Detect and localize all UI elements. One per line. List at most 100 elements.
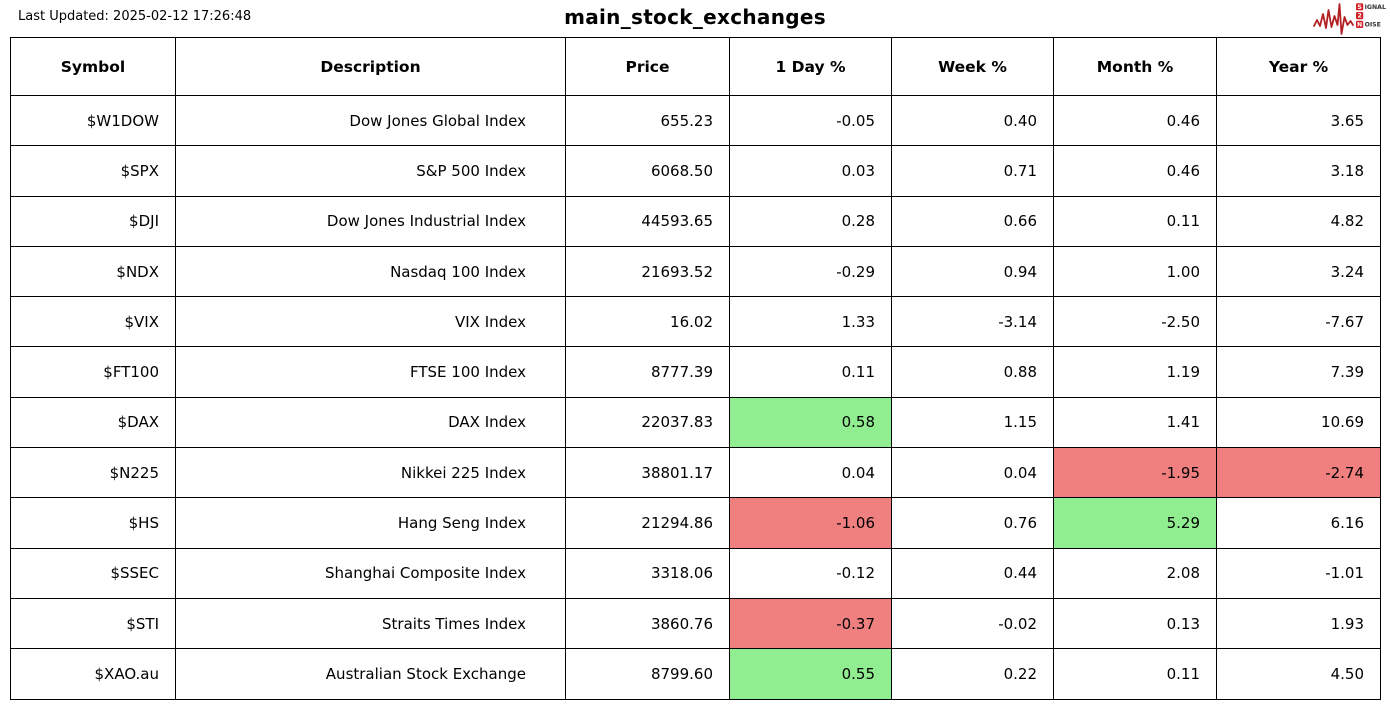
svg-text:OISE: OISE [1365, 22, 1381, 29]
cell-symbol: $STI [10, 597, 176, 650]
cell-year: 6.16 [1216, 497, 1381, 549]
cell-week: 0.76 [891, 497, 1054, 549]
cell-day: 0.11 [729, 346, 892, 398]
cell-month: 0.46 [1053, 94, 1217, 147]
cell-description: Straits Times Index [175, 597, 566, 650]
table-row: $NDX Nasdaq 100 Index 21693.52 -0.29 0.94 1.0… [10, 245, 1381, 298]
cell-description: VIX Index [175, 296, 566, 348]
cell-symbol: $VIX [10, 296, 176, 348]
cell-price: 8777.39 [565, 346, 730, 398]
svg-text:2: 2 [1357, 13, 1361, 20]
cell-week: 0.44 [891, 547, 1054, 599]
cell-month: 0.13 [1053, 597, 1217, 650]
cell-week: 0.71 [891, 145, 1054, 197]
cell-description: Shanghai Composite Index [175, 547, 566, 599]
cell-day: 0.58 [729, 396, 892, 449]
cell-symbol: $FT100 [10, 346, 176, 398]
cell-price: 22037.83 [565, 396, 730, 449]
cell-day: 0.55 [729, 648, 892, 700]
cell-symbol: $XAO.au [10, 648, 176, 700]
cell-week: 0.94 [891, 245, 1054, 298]
cell-symbol: $W1DOW [10, 94, 176, 147]
cell-week: 1.15 [891, 396, 1054, 449]
cell-week: 0.22 [891, 648, 1054, 700]
cell-week: 0.04 [891, 447, 1054, 499]
waveform-icon [1313, 3, 1354, 35]
table-row: $XAO.au Australian Stock Exchange 8799.60 0… [10, 648, 1381, 700]
cell-price: 21693.52 [565, 245, 730, 298]
cell-month: 1.19 [1053, 346, 1217, 398]
cell-description: Dow Jones Industrial Index [175, 195, 566, 247]
svg-text:S: S [1357, 4, 1361, 11]
table-row: $STI Straits Times Index 3860.76 -0.37 -0.02… [10, 597, 1381, 650]
cell-price: 8799.60 [565, 648, 730, 700]
stock-table: Symbol Description Price 1 Day % Week % … [10, 37, 1381, 700]
table-row: $HS Hang Seng Index 21294.86 -1.06 0.76 5.29 6… [10, 497, 1381, 549]
cell-week: -0.02 [891, 597, 1054, 650]
cell-year: 10.69 [1216, 396, 1381, 449]
table-body: $W1DOW Dow Jones Global Index 655.23 -0.05 0… [10, 94, 1381, 700]
column-header-description: Description [175, 37, 566, 96]
cell-week: 0.66 [891, 195, 1054, 247]
cell-year: 3.18 [1216, 145, 1381, 197]
table-row: $SSEC Shanghai Composite Index 3318.06 -0.1… [10, 547, 1381, 599]
cell-day: 0.03 [729, 145, 892, 197]
table-header-row: Symbol Description Price 1 Day % Week % … [10, 37, 1381, 96]
column-header-week: Week % [891, 37, 1054, 96]
last-updated-text: Last Updated: 2025-02-12 17:26:48 [18, 9, 252, 24]
cell-description: Nasdaq 100 Index [175, 245, 566, 298]
cell-year: 3.24 [1216, 245, 1381, 298]
cell-week: 0.88 [891, 346, 1054, 398]
cell-symbol: $NDX [10, 245, 176, 298]
cell-day: -0.37 [729, 597, 892, 650]
cell-symbol: $HS [10, 497, 176, 549]
logo-text: S IGNAL 2 N OISE [1356, 3, 1386, 29]
cell-month: 0.11 [1053, 195, 1217, 247]
cell-description: Hang Seng Index [175, 497, 566, 549]
cell-description: Nikkei 225 Index [175, 447, 566, 499]
cell-month: 1.00 [1053, 245, 1217, 298]
cell-price: 21294.86 [565, 497, 730, 549]
cell-price: 3860.76 [565, 597, 730, 650]
cell-price: 3318.06 [565, 547, 730, 599]
cell-description: FTSE 100 Index [175, 346, 566, 398]
cell-price: 16.02 [565, 296, 730, 348]
table-row: $N225 Nikkei 225 Index 38801.17 0.04 0.04 -1.… [10, 447, 1381, 499]
cell-month: 0.11 [1053, 648, 1217, 700]
cell-symbol: $N225 [10, 447, 176, 499]
cell-price: 38801.17 [565, 447, 730, 499]
cell-month: 1.41 [1053, 396, 1217, 449]
cell-year: -2.74 [1216, 447, 1381, 499]
cell-year: 4.82 [1216, 195, 1381, 247]
cell-day: -0.12 [729, 547, 892, 599]
column-header-month: Month % [1053, 37, 1217, 96]
column-header-symbol: Symbol [10, 37, 176, 96]
cell-description: S&P 500 Index [175, 145, 566, 197]
cell-day: -0.05 [729, 94, 892, 147]
cell-month: -1.95 [1053, 447, 1217, 499]
table-row: $W1DOW Dow Jones Global Index 655.23 -0.05 0… [10, 94, 1381, 147]
column-header-year: Year % [1216, 37, 1381, 96]
cell-day: -0.29 [729, 245, 892, 298]
cell-month: 2.08 [1053, 547, 1217, 599]
cell-week: -3.14 [891, 296, 1054, 348]
cell-year: 3.65 [1216, 94, 1381, 147]
cell-symbol: $DJI [10, 195, 176, 247]
cell-description: Dow Jones Global Index [175, 94, 566, 147]
svg-text:IGNAL: IGNAL [1365, 4, 1386, 11]
cell-price: 44593.65 [565, 195, 730, 247]
table-row: $VIX VIX Index 16.02 1.33 -3.14 -2.50 -7.67 [10, 296, 1381, 348]
cell-month: -2.50 [1053, 296, 1217, 348]
cell-symbol: $SPX [10, 145, 176, 197]
cell-description: Australian Stock Exchange [175, 648, 566, 700]
table-row: $DJI Dow Jones Industrial Index 44593.65 0.… [10, 195, 1381, 247]
cell-year: 1.93 [1216, 597, 1381, 650]
table-row: $SPX S&P 500 Index 6068.50 0.03 0.71 0.46 3.18 [10, 145, 1381, 197]
cell-year: 7.39 [1216, 346, 1381, 398]
cell-week: 0.40 [891, 94, 1054, 147]
page-title: main_stock_exchanges [564, 5, 826, 29]
cell-year: -7.67 [1216, 296, 1381, 348]
cell-price: 6068.50 [565, 145, 730, 197]
table-row: $FT100 FTSE 100 Index 8777.39 0.11 0.88 1.19 7… [10, 346, 1381, 398]
